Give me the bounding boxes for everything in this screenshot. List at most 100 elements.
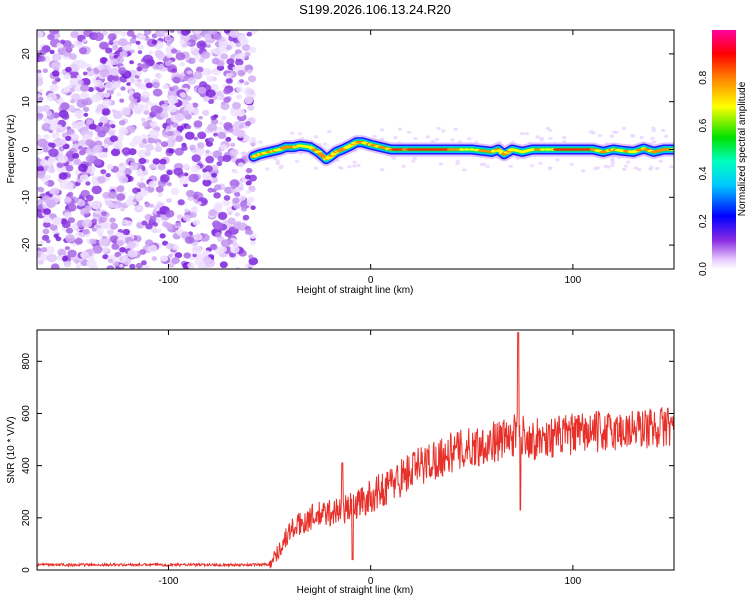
noise-blob — [129, 141, 137, 148]
noise-blob — [78, 145, 83, 150]
noise-blob — [166, 125, 172, 130]
noise-blob — [109, 235, 119, 243]
noise-blob — [118, 175, 129, 184]
noise-blob — [52, 53, 62, 62]
noise-blob — [212, 32, 222, 41]
noise-blob — [171, 256, 180, 265]
noise-blob — [149, 163, 156, 170]
noise-blob — [43, 123, 49, 128]
noise-blob — [539, 136, 544, 140]
noise-blob — [142, 67, 148, 73]
noise-blob — [210, 164, 219, 171]
noise-blob — [589, 130, 594, 134]
noise-blob — [223, 87, 231, 95]
noise-blob — [172, 85, 179, 91]
noise-blob — [194, 257, 205, 266]
noise-blob — [75, 59, 86, 68]
noise-blob — [196, 66, 204, 73]
noise-blob — [201, 51, 211, 59]
noise-blob — [167, 88, 178, 98]
noise-blob — [225, 74, 231, 79]
noise-blob — [127, 249, 138, 258]
noise-blob — [57, 138, 67, 146]
noise-blob — [524, 131, 529, 136]
noise-blob — [147, 244, 158, 253]
noise-blob — [239, 79, 245, 84]
noise-blob — [57, 150, 64, 156]
colorbar-tick-label: 0.8 — [698, 70, 709, 84]
noise-blob — [220, 239, 231, 248]
noise-blob — [109, 217, 116, 223]
noise-blob — [95, 108, 101, 113]
noise-blob — [412, 156, 417, 160]
noise-blob — [148, 180, 157, 188]
noise-blob — [175, 52, 186, 61]
track-peak — [469, 148, 475, 151]
noise-blob — [129, 60, 135, 65]
noise-blob — [242, 135, 250, 142]
noise-blob — [105, 173, 111, 178]
noise-blob — [244, 81, 250, 86]
noise-blob — [135, 70, 143, 76]
noise-blob — [45, 110, 53, 116]
noise-blob — [98, 122, 104, 127]
noise-blob — [152, 63, 160, 70]
noise-blob — [81, 92, 87, 97]
noise-blob — [160, 141, 169, 148]
noise-blob — [99, 68, 110, 78]
noise-blob — [152, 222, 158, 227]
noise-blob — [235, 58, 244, 66]
noise-blob — [160, 111, 169, 119]
noise-blob — [79, 174, 89, 182]
noise-blob — [138, 157, 147, 165]
noise-blob — [610, 157, 615, 161]
noise-blob — [109, 135, 118, 143]
noise-blob — [118, 38, 128, 47]
noise-blob — [37, 30, 44, 39]
noise-blob — [188, 57, 196, 64]
noise-blob — [127, 85, 133, 91]
noise-blob — [112, 140, 124, 150]
noise-blob — [235, 129, 246, 138]
noise-blob — [237, 162, 245, 168]
noise-blob — [224, 230, 232, 237]
noise-blob — [37, 138, 48, 148]
noise-blob — [84, 205, 92, 212]
noise-blob — [78, 139, 87, 147]
noise-blob — [184, 131, 195, 140]
noise-blob — [48, 148, 59, 158]
snr-frame — [36, 329, 675, 571]
noise-blob — [166, 169, 173, 176]
noise-blob — [61, 70, 66, 74]
noise-blob — [352, 164, 357, 168]
noise-blob — [547, 166, 553, 170]
noise-blob — [184, 236, 194, 244]
noise-blob — [222, 154, 232, 163]
noise-blob — [82, 228, 90, 235]
noise-blob — [208, 209, 217, 217]
noise-blob — [247, 75, 257, 83]
noise-blob — [102, 254, 109, 260]
noise-blob — [90, 94, 101, 103]
noise-blob — [91, 218, 98, 224]
noise-blob — [137, 149, 148, 159]
noise-blob — [159, 233, 166, 239]
snr-x-ticks: -100 0 100 — [158, 330, 582, 587]
noise-blob — [189, 212, 197, 218]
noise-blob — [190, 164, 201, 173]
noise-blob — [169, 30, 175, 33]
noise-blob — [42, 104, 51, 112]
noise-blob — [37, 146, 44, 155]
noise-blob — [232, 197, 240, 204]
noise-blob — [159, 158, 167, 165]
noise-blob — [237, 69, 246, 77]
noise-blob — [650, 136, 655, 140]
noise-blob — [52, 119, 59, 125]
noise-blob — [106, 265, 115, 269]
noise-blob — [37, 199, 44, 205]
noise-blob — [193, 136, 198, 141]
noise-blob — [313, 135, 319, 139]
noise-blob — [108, 130, 115, 136]
spectrogram-x-tick-label: -100 — [158, 275, 178, 286]
noise-blob — [85, 181, 91, 186]
